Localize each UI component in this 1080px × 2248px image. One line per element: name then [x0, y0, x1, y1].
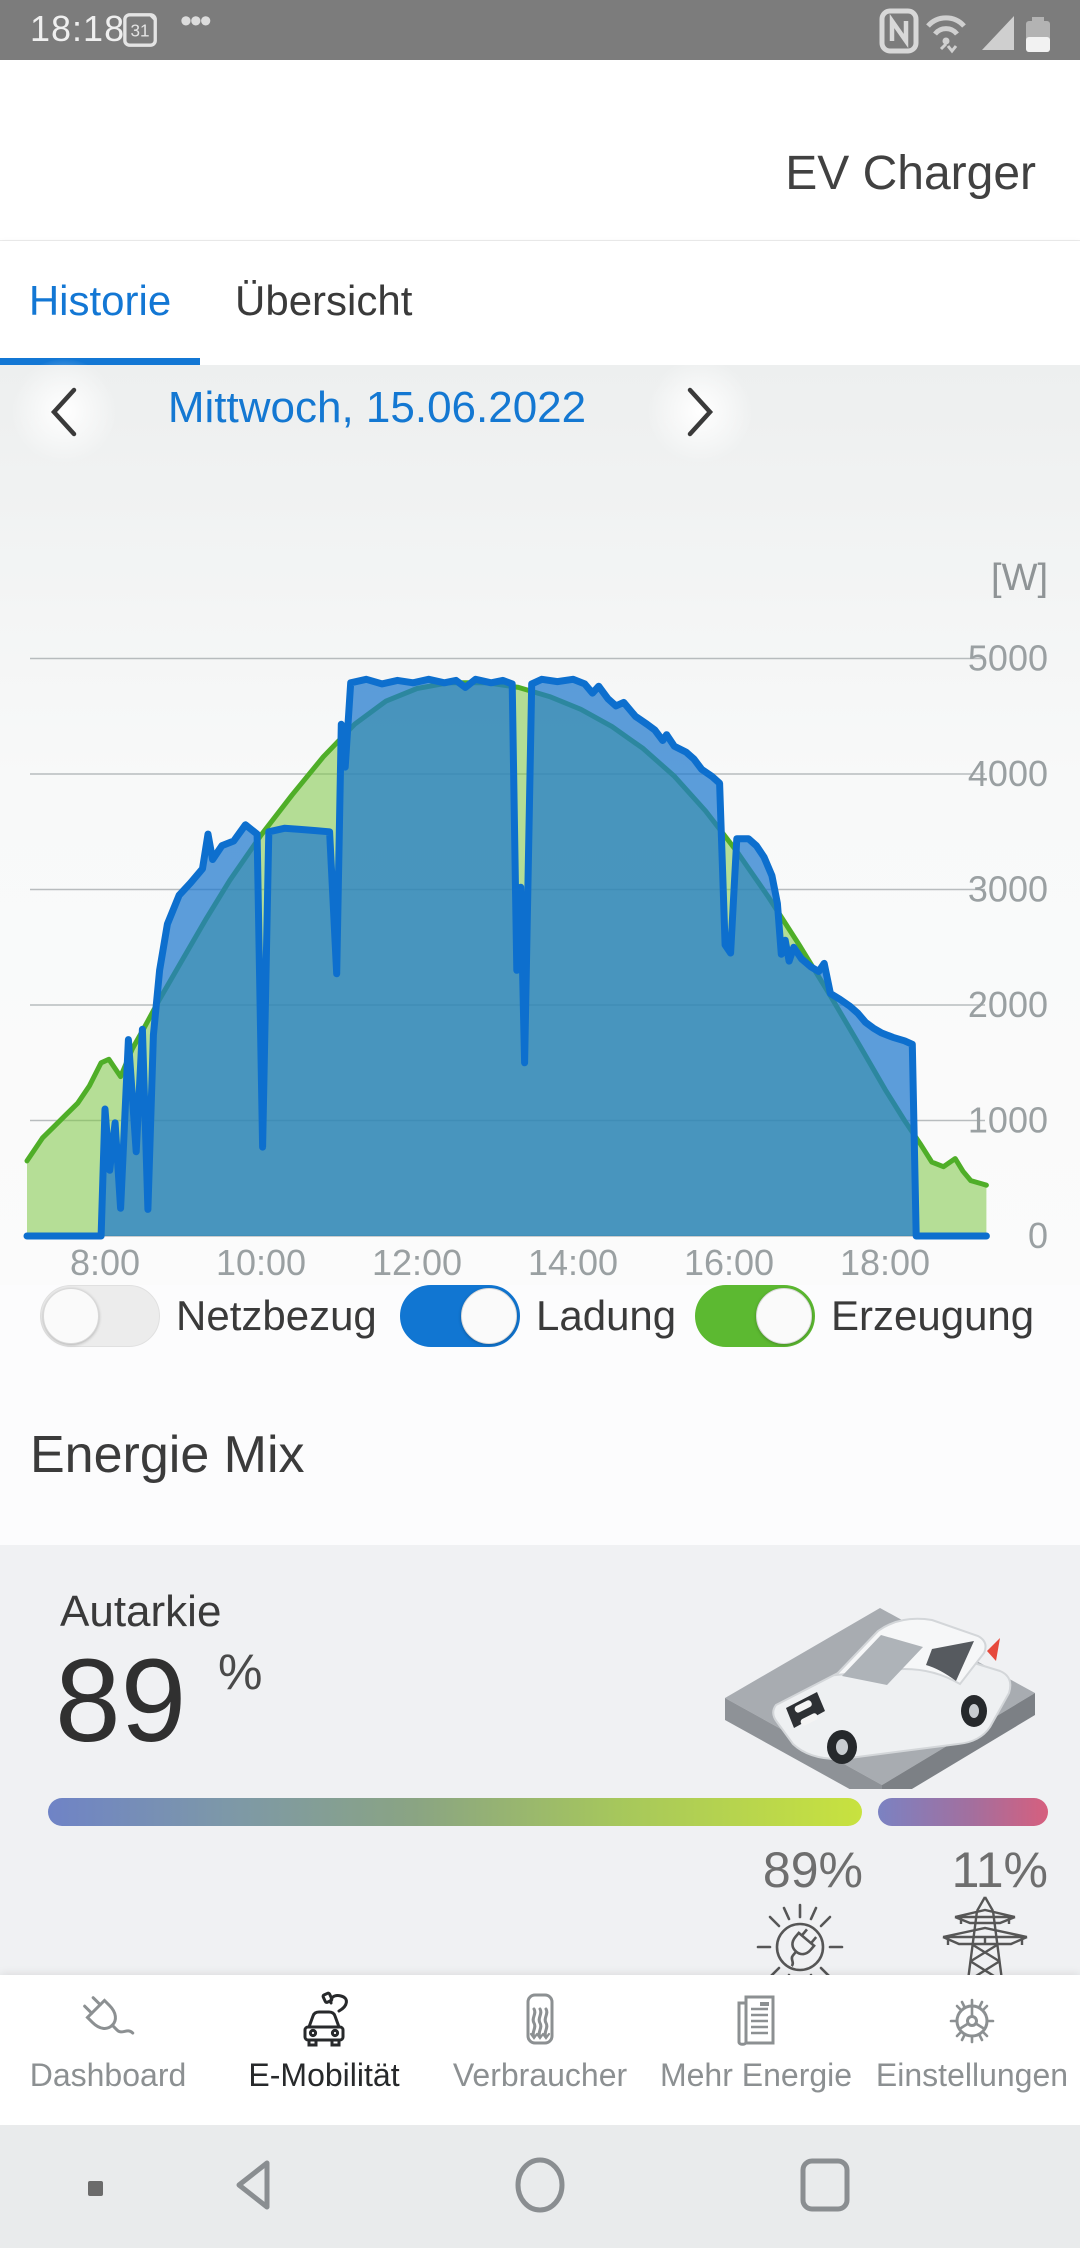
netzbezug-label: Netzbezug	[176, 1292, 377, 1339]
legend-netzbezug: Netzbezug	[40, 1285, 377, 1347]
calendar-icon: 31	[123, 13, 157, 47]
legend-row: Netzbezug Ladung Erzeugung	[0, 1285, 1080, 1375]
x-tick-label: 10:00	[216, 1242, 306, 1283]
grid-share-label: 11%	[951, 1842, 1048, 1898]
x-tick-label: 8:00	[70, 1242, 140, 1283]
nav-item-e-mobilitaet[interactable]: E-Mobilität	[216, 1975, 432, 2125]
history-section: Mittwoch, 15.06.2022 [W] 0 1000 2000 3000 400…	[0, 359, 1080, 1285]
date-navigation: Mittwoch, 15.06.2022	[0, 359, 1080, 463]
ev-car-icon	[303, 1991, 348, 2047]
status-bar: 18:18 31 •••	[0, 0, 1080, 60]
android-back-button[interactable]	[225, 2155, 285, 2215]
signal-icon	[982, 16, 1014, 50]
sun-plug-icon	[748, 1893, 852, 1975]
solar-share-bar	[48, 1798, 862, 1826]
app-header: EV Charger	[0, 60, 1080, 241]
history-chart: [W] 0 1000 2000 3000 4000 5000 8:00 10:00 12:00 14…	[23, 557, 1048, 1283]
nav-label: Mehr Energie	[659, 2057, 853, 2093]
nav-item-verbraucher[interactable]: Verbraucher	[432, 1975, 648, 2125]
heater-icon	[526, 1993, 554, 2045]
plug-icon	[83, 1996, 135, 2035]
y-axis-unit-label: [W]	[991, 557, 1048, 599]
battery-icon	[1026, 17, 1050, 52]
toggle-knob	[756, 1288, 812, 1344]
nav-label: Einstellungen	[875, 2057, 1069, 2093]
nav-item-mehr-energie[interactable]: Mehr Energie	[648, 1975, 864, 2125]
erzeugung-toggle[interactable]	[695, 1285, 815, 1347]
y-tick-label: 1000	[968, 1100, 1048, 1141]
wifi-icon	[926, 15, 966, 54]
car-illustration	[690, 1553, 1070, 1807]
chevron-left-icon	[50, 387, 77, 437]
nav-label: Dashboard	[29, 2057, 187, 2093]
android-home-button[interactable]	[510, 2155, 570, 2215]
nav-item-dashboard[interactable]: Dashboard	[0, 1975, 216, 2125]
solar-share-label: 89%	[762, 1842, 863, 1898]
status-icons	[879, 8, 1050, 54]
autarkie-label: Autarkie	[60, 1587, 222, 1636]
power-pylon-icon	[925, 1893, 1045, 1975]
home-circle-icon	[515, 2157, 565, 2213]
x-tick-label: 16:00	[684, 1242, 774, 1283]
y-tick-label: 4000	[968, 753, 1048, 794]
page-title: EV Charger	[785, 147, 1036, 200]
autarkie-value: 89	[55, 1635, 187, 1767]
autarkie-card: Autarkie 89 %	[0, 1545, 1080, 1975]
toggle-knob	[43, 1288, 99, 1344]
previous-day-button[interactable]	[12, 359, 116, 463]
next-day-button[interactable]	[648, 359, 752, 463]
android-recents-button[interactable]	[795, 2155, 855, 2215]
nav-label: E-Mobilität	[248, 2057, 400, 2093]
x-tick-label: 18:00	[840, 1242, 930, 1283]
legend-ladung: Ladung	[400, 1285, 676, 1347]
nfc-icon	[879, 8, 919, 54]
bottom-nav: Dashboard E-Mobilität Verbraucher	[0, 1975, 1080, 2125]
y-tick-label: 3000	[968, 869, 1048, 910]
energy-mix-bars	[48, 1798, 1048, 1826]
tab-bar: Historie Übersicht	[0, 241, 1080, 365]
energie-mix-section: Energie Mix	[0, 1375, 1080, 1545]
y-tick-label: 0	[1028, 1215, 1048, 1256]
recents-square-icon	[800, 2158, 850, 2212]
tab-historie[interactable]: Historie	[28, 277, 172, 324]
notification-dots-icon: •••	[180, 2, 212, 40]
nav-label: Verbraucher	[452, 2057, 628, 2093]
y-tick-label: 5000	[968, 638, 1048, 679]
gear-icon	[949, 1998, 995, 2044]
toggle-knob	[461, 1288, 517, 1344]
series-ladung	[23, 675, 990, 1240]
chevron-right-icon	[687, 387, 714, 437]
x-tick-label: 14:00	[528, 1242, 618, 1283]
status-clock: 18:18	[30, 8, 126, 49]
back-triangle-icon	[236, 2160, 270, 2210]
netzbezug-toggle[interactable]	[40, 1285, 160, 1347]
legend-erzeugung: Erzeugung	[695, 1285, 1034, 1347]
ladung-label: Ladung	[536, 1292, 677, 1339]
y-tick-label: 2000	[968, 984, 1048, 1025]
android-nav-bar	[0, 2125, 1080, 2248]
active-tab-underline	[0, 358, 200, 365]
nav-item-einstellungen[interactable]: Einstellungen	[864, 1975, 1080, 2125]
section-title: Energie Mix	[30, 1426, 305, 1484]
autarkie-unit: %	[218, 1644, 263, 1700]
axis-labels: [W] 0 1000 2000 3000 4000 5000 8:00 10:00 12:00 14…	[70, 557, 1048, 1283]
tab-uebersicht[interactable]: Übersicht	[235, 277, 413, 324]
erzeugung-label: Erzeugung	[831, 1292, 1035, 1339]
x-tick-label: 12:00	[372, 1242, 462, 1283]
news-icon	[737, 1995, 775, 2046]
ladung-toggle[interactable]	[400, 1285, 520, 1347]
screenshot-indicator	[88, 2181, 103, 2196]
svg-text:31: 31	[131, 22, 150, 41]
grid-share-bar	[878, 1798, 1048, 1826]
date-label: Mittwoch, 15.06.2022	[167, 383, 587, 432]
